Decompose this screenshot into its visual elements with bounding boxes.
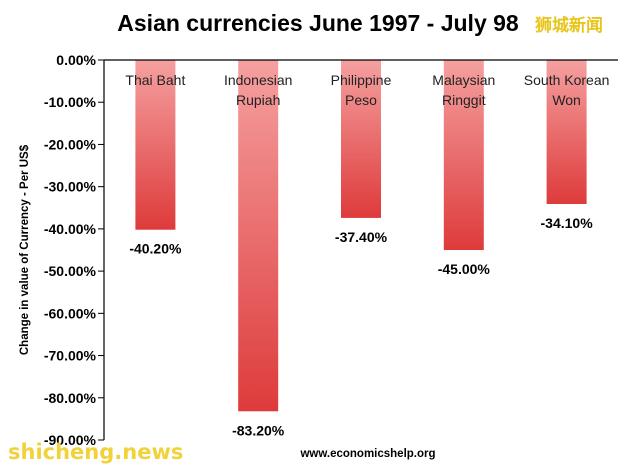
y-axis-label: Change in value of Currency - Per US$ <box>19 144 31 355</box>
value-label: -45.00% <box>438 261 491 277</box>
bar <box>443 60 484 250</box>
y-tick-label: -30.00% <box>44 179 97 195</box>
y-tick-label: -90.00% <box>44 432 97 448</box>
bar <box>135 60 176 230</box>
y-tick-label: -20.00% <box>44 136 97 152</box>
bar <box>341 60 381 218</box>
value-label: -40.20% <box>129 241 182 257</box>
value-label: -83.20% <box>232 422 285 438</box>
bar <box>238 60 279 412</box>
category-label: Rupiah <box>236 92 280 108</box>
category-label: Thai Baht <box>125 72 185 88</box>
category-labels: -40.20% Thai Baht -83.20% Indonesian Rupiah -… <box>125 72 609 438</box>
axes <box>103 59 618 440</box>
value-label: -34.10% <box>541 215 594 231</box>
bars <box>135 60 587 412</box>
y-tick-label: -80.00% <box>44 390 97 406</box>
y-tick-label: -10.00% <box>44 94 97 110</box>
watermark-bottom: shicheng.news <box>8 440 183 464</box>
category-label: Malaysian <box>432 72 495 88</box>
y-tick-label: 0.00% <box>56 52 96 68</box>
y-axis-ticks: 0.00% -10.00% -20.00% -30.00% -40.00% -50.00%… <box>44 52 104 448</box>
bar <box>546 60 587 204</box>
watermark-top: 狮城新闻 <box>534 15 603 36</box>
category-label: Won <box>552 92 581 108</box>
category-label: Philippine <box>331 72 392 88</box>
category-label: Ringgit <box>442 92 486 108</box>
y-tick-label: -60.00% <box>44 305 97 321</box>
value-label: -37.40% <box>335 229 388 245</box>
y-tick-label: -70.00% <box>44 348 97 364</box>
y-tick-label: -40.00% <box>44 221 97 237</box>
chart-title: Asian currencies June 1997 - July 98 <box>117 10 519 36</box>
category-label: Peso <box>345 92 377 108</box>
y-tick-label: -50.00% <box>44 263 97 279</box>
source-credit: www.economicshelp.org <box>299 448 435 460</box>
category-label: Indonesian <box>224 72 293 88</box>
category-label: South Korean <box>524 72 610 88</box>
